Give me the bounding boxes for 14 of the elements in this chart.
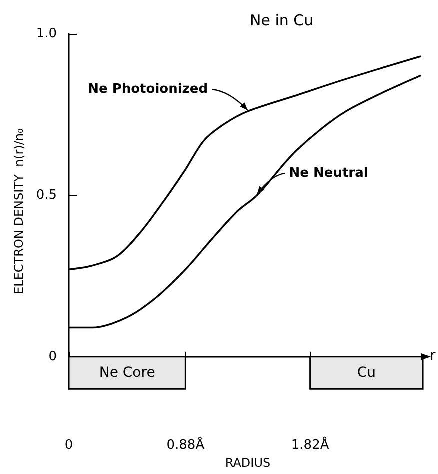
y-axis-title: ELECTRON DENSITY n(r)/n₀ — [12, 128, 26, 294]
band-label: Ne Core — [99, 364, 156, 381]
band-label: Cu — [357, 364, 376, 381]
y-tick-label: 0 — [48, 349, 57, 364]
x-tick-label: 0 — [64, 438, 74, 454]
chart-title: Ne in Cu — [250, 12, 314, 30]
annotation: r — [430, 348, 436, 364]
y-tick-label: 1.0 — [36, 26, 57, 42]
annotation: Ne Photoionized — [88, 82, 208, 97]
annotation: Ne Neutral — [289, 166, 368, 181]
y-tick-label: 0.5 — [36, 188, 57, 203]
x-tick-label: 1.82Å — [291, 436, 330, 454]
x-tick-label: 0.88Å — [166, 436, 205, 454]
x-axis-title: RADIUS — [225, 456, 271, 470]
